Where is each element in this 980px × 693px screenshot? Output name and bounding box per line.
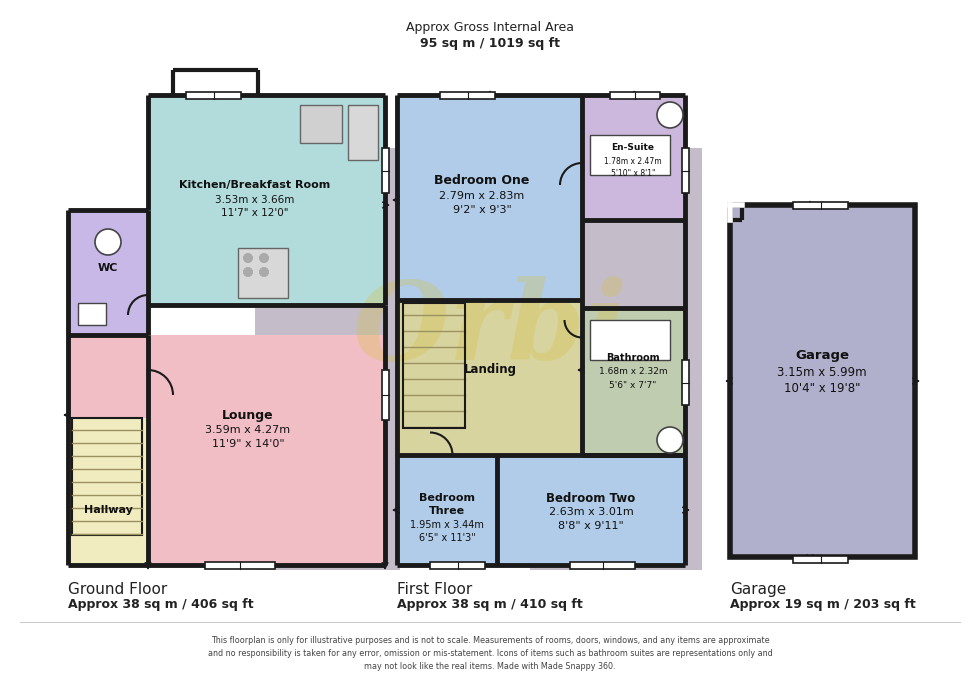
- Text: En-Suite: En-Suite: [612, 143, 655, 152]
- Text: 3.15m x 5.99m: 3.15m x 5.99m: [777, 365, 867, 378]
- Text: Orbi: Orbi: [353, 277, 627, 384]
- Text: Three: Three: [429, 506, 466, 516]
- Bar: [205, 562, 275, 569]
- Text: Approx 38 sq m / 406 sq ft: Approx 38 sq m / 406 sq ft: [68, 598, 254, 611]
- Text: Hallway: Hallway: [83, 505, 132, 515]
- Text: 8'8" x 9'11": 8'8" x 9'11": [559, 521, 624, 531]
- Bar: [72, 418, 142, 535]
- Circle shape: [260, 254, 268, 262]
- Text: 2.63m x 3.01m: 2.63m x 3.01m: [549, 507, 633, 517]
- Text: Lounge: Lounge: [222, 408, 273, 421]
- Bar: [68, 210, 148, 335]
- Bar: [793, 202, 848, 209]
- Circle shape: [244, 268, 252, 276]
- Bar: [730, 205, 915, 557]
- Circle shape: [244, 268, 252, 276]
- Text: 2.79m x 2.83m: 2.79m x 2.83m: [439, 191, 524, 201]
- Text: 3.59m x 4.27m: 3.59m x 4.27m: [206, 425, 290, 435]
- Text: Ground Floor: Ground Floor: [68, 582, 168, 597]
- Bar: [682, 148, 689, 193]
- Bar: [590, 135, 670, 175]
- Bar: [78, 303, 106, 325]
- Circle shape: [260, 254, 268, 262]
- Bar: [590, 320, 670, 360]
- Bar: [582, 95, 685, 220]
- Bar: [682, 360, 689, 405]
- Bar: [570, 562, 635, 569]
- Bar: [497, 455, 685, 565]
- Bar: [610, 92, 660, 99]
- Circle shape: [260, 268, 268, 276]
- Text: Bedroom: Bedroom: [419, 493, 475, 503]
- Bar: [397, 300, 582, 455]
- Text: 1.95m x 3.44m: 1.95m x 3.44m: [410, 520, 484, 530]
- Bar: [397, 455, 497, 565]
- Text: 10'4" x 19'8": 10'4" x 19'8": [784, 382, 860, 394]
- Circle shape: [95, 229, 121, 255]
- Circle shape: [260, 268, 268, 276]
- Text: Landing: Landing: [464, 364, 516, 376]
- Bar: [148, 95, 385, 305]
- Circle shape: [657, 427, 683, 453]
- Circle shape: [244, 268, 252, 276]
- Bar: [382, 370, 389, 420]
- Bar: [238, 248, 288, 298]
- Text: 1.68m x 2.32m: 1.68m x 2.32m: [599, 367, 667, 376]
- Text: 3.53m x 3.66m: 3.53m x 3.66m: [216, 195, 295, 205]
- Bar: [348, 105, 378, 160]
- Bar: [730, 205, 915, 557]
- Circle shape: [260, 268, 268, 276]
- Circle shape: [244, 268, 252, 276]
- Text: Bedroom Two: Bedroom Two: [547, 491, 636, 505]
- Text: First Floor: First Floor: [397, 582, 472, 597]
- Bar: [530, 148, 702, 570]
- Text: Garage: Garage: [795, 349, 849, 362]
- Text: Bedroom One: Bedroom One: [434, 173, 529, 186]
- Text: 95 sq m / 1019 sq ft: 95 sq m / 1019 sq ft: [420, 37, 560, 51]
- Text: 1.78m x 2.47m: 1.78m x 2.47m: [605, 157, 662, 166]
- Bar: [255, 148, 400, 570]
- Circle shape: [260, 254, 268, 262]
- Bar: [582, 308, 685, 455]
- Circle shape: [260, 268, 268, 276]
- Bar: [68, 335, 385, 565]
- Text: 11'7" x 12'0": 11'7" x 12'0": [221, 208, 289, 218]
- Text: Garage: Garage: [730, 582, 786, 597]
- Bar: [300, 105, 342, 143]
- Text: 5'6" x 7'7": 5'6" x 7'7": [610, 380, 657, 389]
- Bar: [397, 95, 582, 300]
- Bar: [793, 556, 848, 563]
- Bar: [440, 92, 495, 99]
- Text: This floorplan is only for illustrative purposes and is not to scale. Measuremen: This floorplan is only for illustrative …: [208, 636, 772, 672]
- Text: 11'9" x 14'0": 11'9" x 14'0": [212, 439, 284, 449]
- Text: Approx 38 sq m / 410 sq ft: Approx 38 sq m / 410 sq ft: [397, 598, 583, 611]
- Circle shape: [244, 254, 252, 262]
- Text: 5'10" x 8'1": 5'10" x 8'1": [611, 168, 656, 177]
- Text: 6'5" x 11'3": 6'5" x 11'3": [418, 533, 475, 543]
- Circle shape: [244, 254, 252, 262]
- Circle shape: [244, 254, 252, 262]
- Text: Approx Gross Internal Area: Approx Gross Internal Area: [406, 21, 574, 35]
- Circle shape: [657, 102, 683, 128]
- Bar: [382, 148, 389, 193]
- Bar: [186, 92, 241, 99]
- Text: Approx 19 sq m / 203 sq ft: Approx 19 sq m / 203 sq ft: [730, 598, 915, 611]
- Text: WC: WC: [98, 263, 119, 273]
- Bar: [403, 303, 465, 428]
- Text: Kitchen/Breakfast Room: Kitchen/Breakfast Room: [179, 180, 330, 190]
- Circle shape: [260, 254, 268, 262]
- Bar: [430, 562, 485, 569]
- Bar: [68, 418, 148, 565]
- Text: Bathroom: Bathroom: [607, 353, 660, 363]
- Circle shape: [244, 254, 252, 262]
- Text: 9'2" x 9'3": 9'2" x 9'3": [453, 205, 512, 215]
